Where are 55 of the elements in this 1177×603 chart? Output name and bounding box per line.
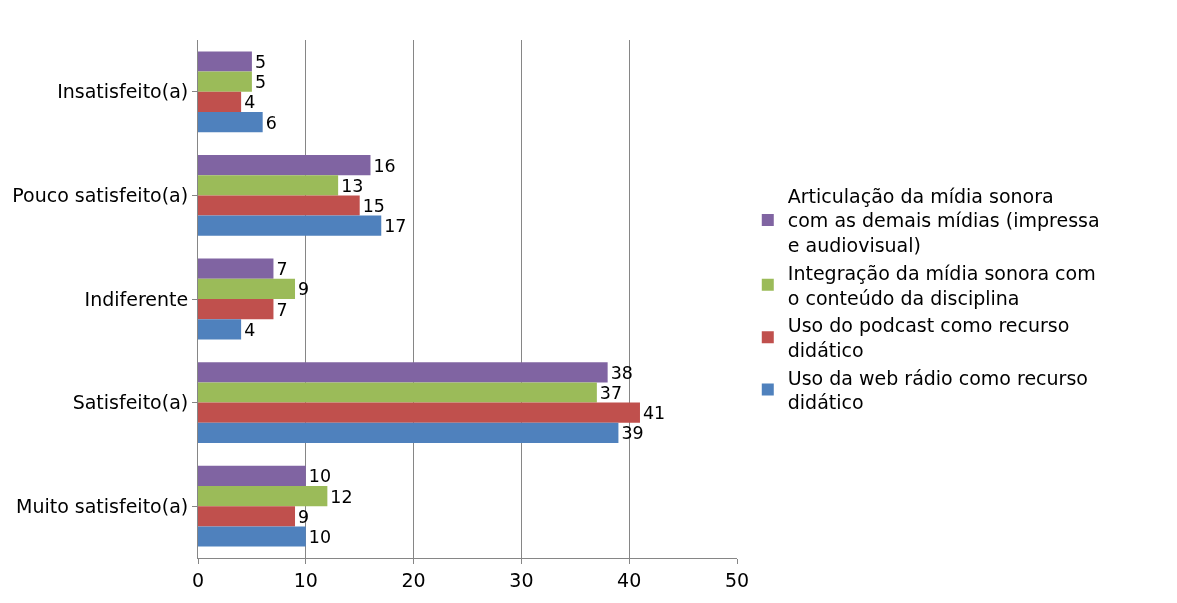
data-label: 9	[298, 279, 310, 300]
data-label: 9	[298, 506, 310, 527]
y-tick-label: Muito satisfeito(a)	[16, 494, 189, 517]
bar	[198, 112, 263, 133]
x-tick-label: 20	[401, 568, 426, 591]
data-label: 7	[276, 299, 288, 320]
data-label: 5	[254, 72, 267, 93]
data-label: 38	[610, 362, 633, 383]
data-label: 10	[308, 526, 332, 547]
x-tick-label: 50	[724, 568, 750, 591]
legend-label: Uso do podcast como recurso didático	[787, 314, 1070, 361]
data-label: 15	[362, 195, 385, 216]
bar	[198, 155, 371, 176]
y-tick-label: Satisfeito(a)	[72, 391, 189, 414]
data-label: 12	[330, 486, 353, 507]
bar	[198, 486, 328, 507]
data-label: 5	[254, 51, 267, 72]
bar	[198, 299, 274, 320]
bar	[198, 278, 296, 299]
data-label: 37	[599, 382, 623, 403]
bar	[198, 175, 339, 196]
bar	[198, 465, 306, 486]
legend-label: Uso da web rádio como recurso didático	[787, 366, 1088, 414]
data-label: 41	[642, 403, 666, 424]
y-tick-label: Insatisfeito(a)	[57, 80, 189, 103]
legend-label: Integração da mídia sonora com o conteúdo da disciplina	[787, 261, 1096, 309]
bar	[198, 71, 252, 92]
x-tick-label: 10	[293, 568, 318, 591]
bar	[198, 215, 382, 236]
bar	[198, 506, 296, 527]
data-label: 7	[276, 259, 288, 280]
data-label: 17	[384, 216, 407, 237]
bar	[198, 402, 640, 423]
bar	[198, 91, 242, 112]
bar	[198, 362, 608, 383]
data-label: 13	[341, 175, 364, 196]
data-label: 4	[244, 319, 256, 340]
x-tick-label: 0	[191, 568, 205, 591]
bar	[198, 195, 360, 216]
data-label: 39	[621, 423, 644, 444]
x-tick-label: 30	[509, 568, 534, 591]
legend-label: Articulação da mídia sonora com as demais mídias (impressa e audiovisual)	[787, 184, 1100, 257]
bar	[198, 526, 306, 547]
x-tick-label: 40	[617, 568, 642, 591]
data-label: 4	[244, 92, 256, 113]
data-label: 10	[308, 466, 332, 487]
bar	[198, 319, 242, 340]
bar	[198, 51, 252, 72]
data-label: 6	[265, 112, 277, 133]
y-tick-label: Pouco satisfeito(a)	[12, 184, 189, 207]
data-label: 16	[373, 155, 396, 176]
bar	[198, 382, 597, 403]
y-tick-label: Indiferente	[84, 287, 189, 310]
bar	[198, 258, 274, 279]
bar	[198, 422, 619, 443]
